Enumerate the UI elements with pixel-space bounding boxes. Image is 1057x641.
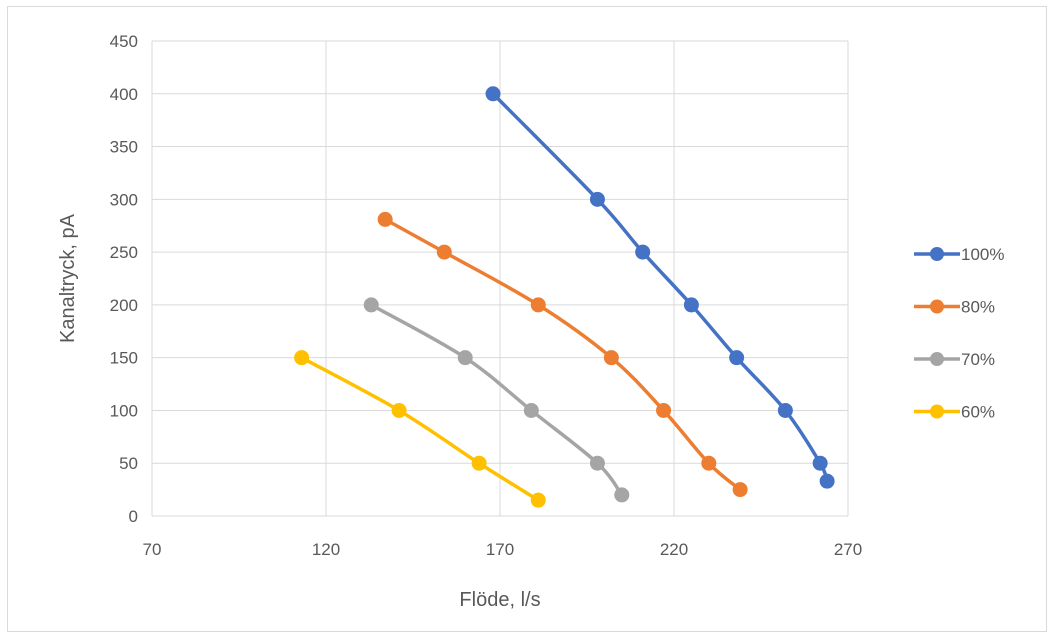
grid-lines	[151, 40, 849, 517]
y-tick-label: 250	[110, 243, 138, 262]
data-point	[457, 350, 473, 366]
legend-marker	[930, 247, 944, 261]
data-point	[471, 455, 487, 471]
legend-label: 80%	[961, 298, 995, 317]
data-point	[614, 487, 630, 503]
y-tick-label: 300	[110, 190, 138, 209]
y-tick-label: 350	[110, 138, 138, 157]
legend-marker	[930, 352, 944, 366]
series-line	[299, 355, 541, 502]
x-tick-label: 220	[660, 540, 688, 559]
data-point	[589, 455, 605, 471]
legend-item: 100%	[914, 245, 1004, 264]
series-0	[485, 86, 835, 489]
x-tick-label: 120	[312, 540, 340, 559]
data-point	[589, 191, 605, 207]
legend-marker	[930, 404, 944, 419]
data-point	[377, 211, 393, 227]
legend-item: 80%	[914, 298, 995, 317]
legend-marker	[930, 299, 944, 314]
data-point	[530, 492, 546, 508]
data-point	[294, 350, 310, 366]
y-tick-label: 150	[110, 349, 138, 368]
y-axis-title: Kanaltryck, pA	[57, 213, 79, 343]
data-point	[485, 86, 501, 102]
data-point	[729, 350, 745, 366]
data-point	[530, 297, 546, 313]
data-point	[732, 482, 748, 498]
data-point	[603, 350, 619, 366]
legend-item: 60%	[914, 403, 995, 422]
data-point	[523, 402, 539, 418]
data-point	[436, 244, 452, 260]
legend-label: 60%	[961, 403, 995, 422]
data-point	[701, 455, 717, 471]
legend-label: 70%	[961, 350, 995, 369]
y-tick-label: 450	[110, 32, 138, 51]
series-line	[491, 92, 829, 483]
data-point	[683, 297, 699, 313]
data-point	[812, 455, 828, 471]
data-point	[635, 244, 651, 260]
data-point	[363, 297, 379, 313]
legend-label: 100%	[961, 245, 1004, 264]
x-axis-title: Flöde, l/s	[459, 589, 540, 611]
series-layer	[294, 86, 835, 508]
data-point	[656, 402, 672, 418]
y-tick-label: 400	[110, 85, 138, 104]
data-point	[819, 473, 835, 489]
x-tick-label: 170	[486, 540, 514, 559]
y-tick-label: 100	[110, 401, 138, 420]
series-2	[363, 297, 630, 503]
series-3	[294, 350, 546, 508]
x-tick-label: 70	[143, 540, 162, 559]
y-tick-label: 50	[119, 454, 138, 473]
series-line	[383, 217, 742, 492]
axes: 0 50 100 150 200 250 300 350 400 450 70 120 170 220 27…	[110, 32, 863, 559]
x-tick-label: 270	[834, 540, 862, 559]
series-line	[369, 303, 624, 497]
series-1	[377, 211, 748, 498]
data-point	[391, 402, 407, 418]
y-tick-label: 0	[129, 507, 138, 526]
y-tick-label: 200	[110, 296, 138, 315]
chart-frame	[7, 6, 1047, 632]
data-point	[777, 402, 793, 418]
legend-item: 70%	[914, 350, 995, 369]
legend: 100% 80% 70% 60%	[914, 245, 1004, 422]
